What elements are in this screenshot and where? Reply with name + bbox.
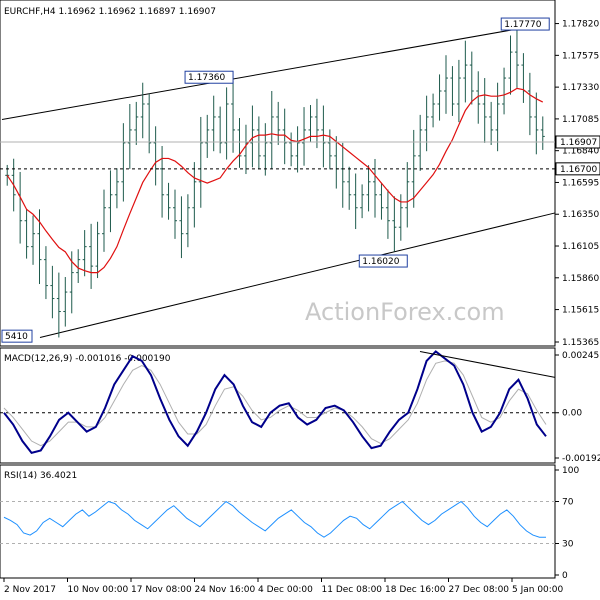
x-tick-label: 5 Jan 00:00 — [512, 585, 564, 595]
rsi-title: RSI(14) 36.4021 — [4, 471, 77, 481]
rsi-y-tick-label: 0 — [562, 571, 568, 581]
rsi-y-tick-label: 30 — [562, 540, 574, 550]
price-y-tick-label: 1.15860 — [562, 274, 599, 284]
rsi-lines — [3, 500, 546, 538]
price-annotations: 5410 1.17360 1.16020 1.17770 — [1, 17, 550, 343]
moving-average — [6, 87, 544, 274]
x-tick-label: 17 Nov 08:00 — [131, 585, 192, 595]
macd-y-axis: 0.00245 0.00 -0.00192 — [0, 351, 600, 464]
x-tick-label: 24 Nov 16:00 — [195, 585, 256, 595]
rsi-line — [3, 500, 546, 538]
rsi-y-tick-label: 70 — [562, 498, 574, 508]
price-y-tick-label: 1.16350 — [562, 210, 599, 220]
current-price-label: 1.16907 — [560, 138, 597, 148]
price-levels: 1.16907 1.16700 — [0, 135, 600, 176]
annotation-label: 5410 — [5, 332, 28, 342]
watermark: ActionForex.com — [305, 298, 505, 326]
x-tick-label: 27 Dec 08:00 — [449, 585, 510, 595]
upper-channel-line — [1, 26, 527, 121]
macd-lines — [3, 350, 556, 454]
annotation-box — [500, 17, 550, 31]
price-y-tick-label: 1.17085 — [562, 115, 599, 125]
support-label: 1.16700 — [560, 165, 597, 175]
x-axis: 2 Nov 2017 10 Nov 00:00 17 Nov 08:00 24 Nov… — [3, 578, 564, 595]
price-y-tick-label: 1.15365 — [562, 338, 599, 348]
macd-y-tick-label: 0.00245 — [562, 351, 599, 361]
macd-line — [3, 350, 547, 454]
price-panel — [0, 0, 556, 347]
chart-title: EURCHF,H4 1.16962 1.16962 1.16897 1.1690… — [4, 7, 216, 17]
rsi-panel — [0, 464, 556, 579]
annotation-box — [184, 70, 234, 84]
macd-trend-line — [419, 350, 556, 378]
x-tick-label: 2 Nov 2017 — [4, 585, 56, 595]
current-price-box — [555, 135, 600, 149]
price-y-tick-label: 1.17575 — [562, 51, 599, 61]
lower-channel-line — [39, 212, 556, 338]
x-tick-label: 4 Dec 00:00 — [258, 585, 313, 595]
x-tick-label: 18 Dec 16:00 — [385, 585, 446, 595]
macd-title: MACD(12,26,9) -0.001016 -0.000190 — [4, 354, 171, 364]
x-tick-label: 10 Nov 00:00 — [68, 585, 129, 595]
annotation-label: 1.16020 — [362, 257, 399, 267]
macd-y-tick-label: 0.00 — [562, 409, 582, 419]
price-y-tick-label: 1.16840 — [562, 147, 599, 157]
price-y-axis: 1.17820 1.17575 1.17330 1.17085 1.16840 1.165… — [555, 20, 599, 348]
price-y-tick-label: 1.17820 — [562, 20, 599, 30]
trend-lines — [1, 26, 556, 338]
macd-y-tick-label: -0.00192 — [562, 454, 600, 464]
annotation-box — [1, 329, 33, 343]
price-y-tick-label: 1.15615 — [562, 306, 599, 316]
price-y-tick-label: 1.16105 — [562, 242, 599, 252]
support-box — [555, 162, 600, 176]
annotation-box — [358, 254, 408, 268]
price-y-tick-label: 1.17330 — [562, 83, 599, 93]
price-y-tick-label: 1.16595 — [562, 178, 599, 188]
moving-average-line — [6, 87, 544, 274]
rsi-y-axis: 100 70 30 0 — [0, 466, 579, 581]
annotation-label: 1.17770 — [504, 20, 541, 30]
x-tick-label: 11 Dec 08:00 — [322, 585, 383, 595]
annotation-label: 1.17360 — [188, 73, 225, 83]
macd-panel — [0, 347, 556, 464]
rsi-y-tick-label: 100 — [562, 466, 579, 476]
